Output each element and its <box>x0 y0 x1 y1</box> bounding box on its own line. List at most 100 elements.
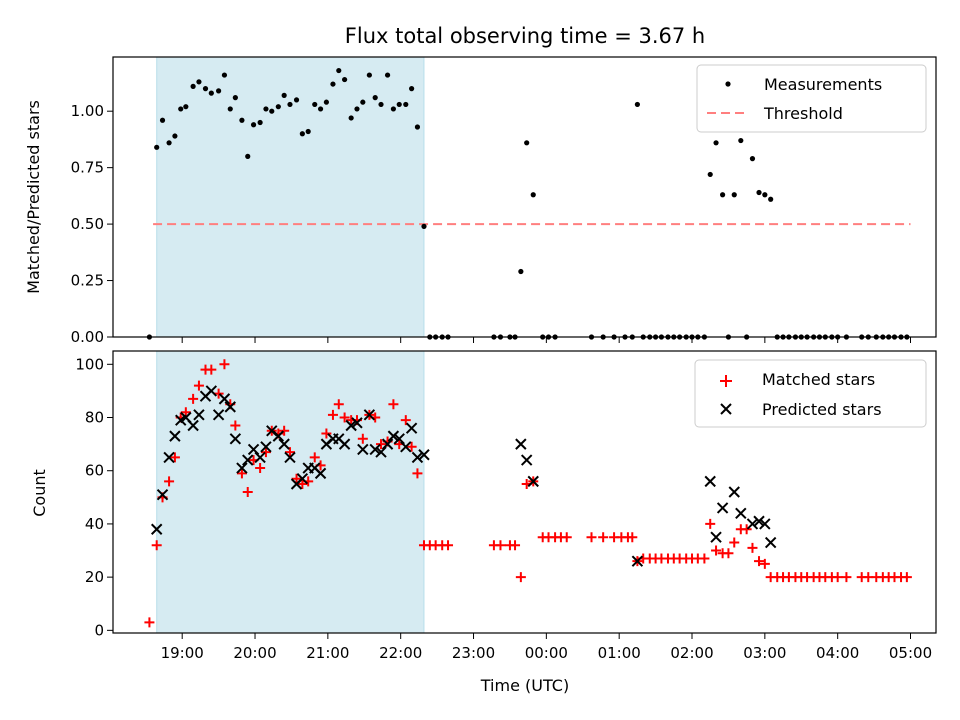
measurement-point <box>530 192 536 198</box>
measurement-point <box>159 117 166 123</box>
predicted-points <box>150 385 777 567</box>
measurement-point <box>154 144 160 150</box>
predicted-point <box>278 438 290 450</box>
top-y-ticks: 0.00 0.25 0.50 0.75 1.00 <box>71 102 113 346</box>
matched-point <box>188 393 199 404</box>
matched-point <box>627 532 638 543</box>
predicted-point <box>393 433 405 445</box>
matched-point <box>515 572 526 583</box>
x-tick-label: 20:00 <box>233 644 276 662</box>
bottom-y-axis-label: Count <box>30 469 49 517</box>
legend-threshold: Threshold <box>763 104 843 123</box>
measurement-point <box>317 106 324 112</box>
x-tick-label: 01:00 <box>598 644 641 662</box>
measurement-point <box>178 106 184 112</box>
measurement-point <box>768 196 774 202</box>
matched-point <box>705 518 716 529</box>
bottom-legend: Matched stars Predicted stars <box>694 359 927 428</box>
top-axes-frame <box>112 56 937 338</box>
bottom-y-ticks: 0 20 40 60 80 100 <box>75 355 113 639</box>
bottom-y-tick-label: 0 <box>94 621 104 639</box>
predicted-point <box>515 438 527 450</box>
matched-point <box>832 572 843 583</box>
bottom-panel: 0 20 40 60 80 100 19:00 20:00 21:00 22:0… <box>30 350 937 695</box>
matched-point <box>901 572 912 583</box>
measurement-point <box>731 192 737 198</box>
predicted-point <box>205 385 218 397</box>
predicted-point <box>236 462 248 474</box>
legend-matched-marker <box>720 375 732 387</box>
matched-point <box>327 409 338 420</box>
predicted-point <box>716 502 729 514</box>
matched-point <box>193 380 204 391</box>
measurement-point <box>299 131 305 137</box>
matched-point <box>219 359 230 370</box>
top-panel: 0.00 0.25 0.50 0.75 1.00 Matched/Predict… <box>24 56 937 346</box>
predicted-point <box>351 417 363 429</box>
legend-measurement-marker <box>725 81 731 87</box>
top-y-axis-label: Matched/Predicted stars <box>24 100 43 294</box>
bottom-y-tick-label: 100 <box>75 355 104 373</box>
predicted-point <box>631 555 644 567</box>
measurement-point <box>257 119 263 126</box>
measurement-point <box>323 99 329 105</box>
top-y-tick-label: 1.00 <box>71 102 104 120</box>
matched-point <box>333 399 344 410</box>
matched-point <box>711 545 722 556</box>
x-tick-label: 00:00 <box>525 644 568 662</box>
matched-point <box>741 524 752 535</box>
measurement-point <box>756 189 762 196</box>
top-x-ticks <box>181 337 912 343</box>
predicted-point <box>260 441 272 453</box>
measurement-point <box>190 83 196 89</box>
predicted-point <box>169 430 181 442</box>
measurement-point <box>390 106 397 112</box>
predicted-point <box>296 472 309 485</box>
measurement-point <box>208 90 214 96</box>
measurement-point <box>216 88 222 94</box>
matched-point <box>357 433 368 444</box>
predicted-point <box>735 507 747 519</box>
matched-point <box>284 447 295 458</box>
bottom-y-tick-label: 40 <box>85 515 104 533</box>
measurement-point <box>720 192 726 198</box>
measurement-point <box>245 153 251 159</box>
measurement-point <box>762 192 768 198</box>
matched-point <box>495 540 506 551</box>
matched-point <box>255 463 266 474</box>
matched-point <box>206 364 217 375</box>
x-tick-label: 02:00 <box>670 644 713 662</box>
measurement-point <box>421 223 427 229</box>
measurement-point <box>372 95 378 101</box>
top-y-tick-label: 0.00 <box>71 328 104 346</box>
measurement-point <box>232 95 238 101</box>
measurement-point <box>342 76 348 83</box>
predicted-point <box>753 515 765 527</box>
matched-point <box>309 452 320 463</box>
matched-point <box>759 558 770 569</box>
measurement-point <box>749 156 756 162</box>
top-span <box>156 56 425 338</box>
measurement-point <box>366 72 372 78</box>
bottom-span <box>156 350 425 634</box>
predicted-point <box>381 438 394 450</box>
predicted-point <box>759 518 771 530</box>
measurement-point <box>384 72 391 78</box>
predicted-point <box>254 451 266 464</box>
x-axis-label: Time (UTC) <box>480 676 569 695</box>
measurement-point <box>634 101 640 108</box>
bottom-axes-frame <box>112 350 937 634</box>
matched-point <box>747 542 758 553</box>
measurement-point <box>348 115 354 121</box>
measurement-point <box>166 140 172 146</box>
measurement-point <box>183 104 189 110</box>
predicted-point <box>369 443 381 456</box>
measurement-point <box>354 106 360 112</box>
legend-matched: Matched stars <box>762 370 875 389</box>
matched-point <box>279 425 290 436</box>
x-tick-label: 04:00 <box>816 644 859 662</box>
top-y-tick-label: 0.25 <box>71 272 104 290</box>
matched-point <box>406 441 417 452</box>
bottom-x-ticks: 19:00 20:00 21:00 22:00 23:00 00:00 01:0… <box>161 633 932 662</box>
predicted-point <box>375 446 387 458</box>
